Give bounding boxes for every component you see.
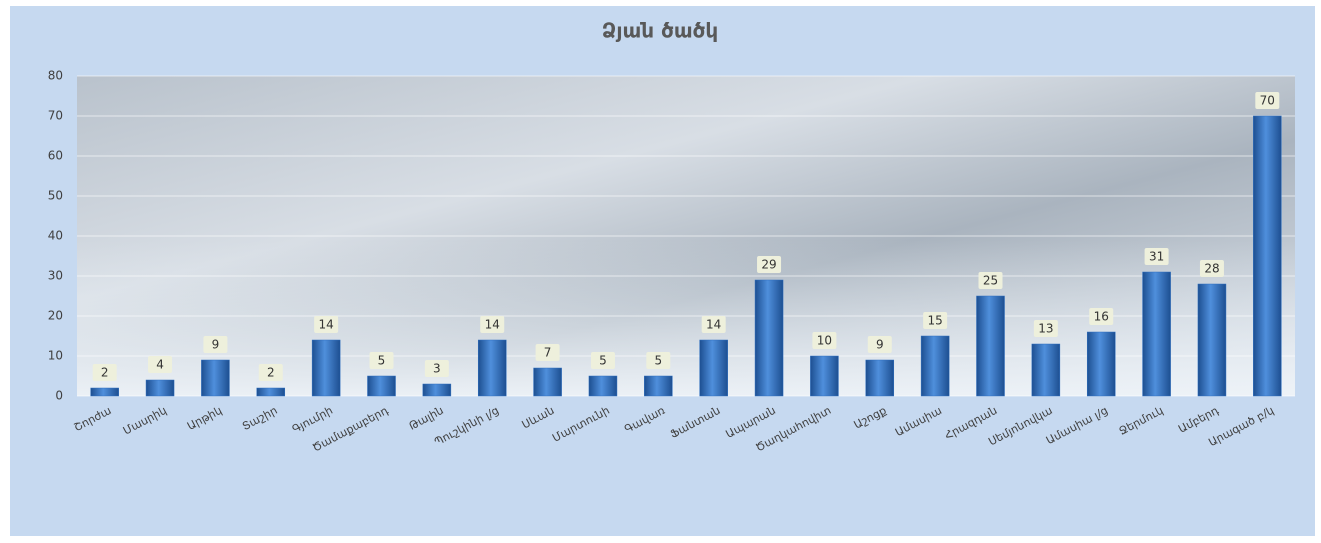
bar	[312, 340, 340, 396]
data-label: 5	[599, 354, 607, 368]
bar	[146, 380, 174, 396]
data-label: 2	[101, 366, 109, 380]
bar	[1032, 344, 1060, 396]
bar	[201, 360, 229, 396]
data-label: 9	[876, 338, 884, 352]
data-label: 15	[927, 314, 942, 328]
y-tick-label: 0	[55, 389, 63, 403]
data-label: 9	[212, 338, 220, 352]
chart-title: Ձյան ծածկ	[602, 19, 718, 43]
bar	[700, 340, 728, 396]
bar	[1198, 284, 1226, 396]
bar	[423, 384, 451, 396]
y-tick-label: 20	[48, 309, 63, 323]
data-label: 28	[1204, 262, 1219, 276]
bar	[921, 336, 949, 396]
data-label: 5	[378, 354, 386, 368]
bar	[478, 340, 506, 396]
data-label: 10	[817, 334, 832, 348]
bar	[1253, 116, 1281, 396]
bar	[755, 280, 783, 396]
bar	[91, 388, 119, 396]
y-tick-label: 30	[48, 269, 63, 283]
bar	[1087, 332, 1115, 396]
data-label: 7	[544, 346, 552, 360]
data-label: 70	[1260, 94, 1275, 108]
bar	[977, 296, 1005, 396]
data-label: 29	[761, 258, 776, 272]
bar	[866, 360, 894, 396]
bar	[589, 376, 617, 396]
data-label: 16	[1094, 310, 1109, 324]
y-tick-label: 80	[48, 69, 63, 83]
bar	[368, 376, 396, 396]
bar	[257, 388, 285, 396]
data-label: 5	[654, 354, 662, 368]
data-label: 14	[318, 318, 333, 332]
data-label: 25	[983, 274, 998, 288]
y-tick-label: 60	[48, 149, 63, 163]
bar	[534, 368, 562, 396]
y-tick-label: 70	[48, 109, 63, 123]
bar	[644, 376, 672, 396]
data-label: 4	[156, 358, 164, 372]
y-tick-label: 50	[48, 189, 63, 203]
data-label: 13	[1038, 322, 1053, 336]
y-tick-label: 40	[48, 229, 63, 243]
data-label: 14	[706, 318, 721, 332]
chart: Ձյան ծածկ 010203040506070802Շորժա4Մասրիկ…	[0, 0, 1321, 539]
data-label: 2	[267, 366, 275, 380]
data-label: 3	[433, 362, 441, 376]
data-label: 14	[485, 318, 500, 332]
bar	[810, 356, 838, 396]
data-label: 31	[1149, 250, 1164, 264]
y-tick-label: 10	[48, 349, 63, 363]
bar	[1143, 272, 1171, 396]
